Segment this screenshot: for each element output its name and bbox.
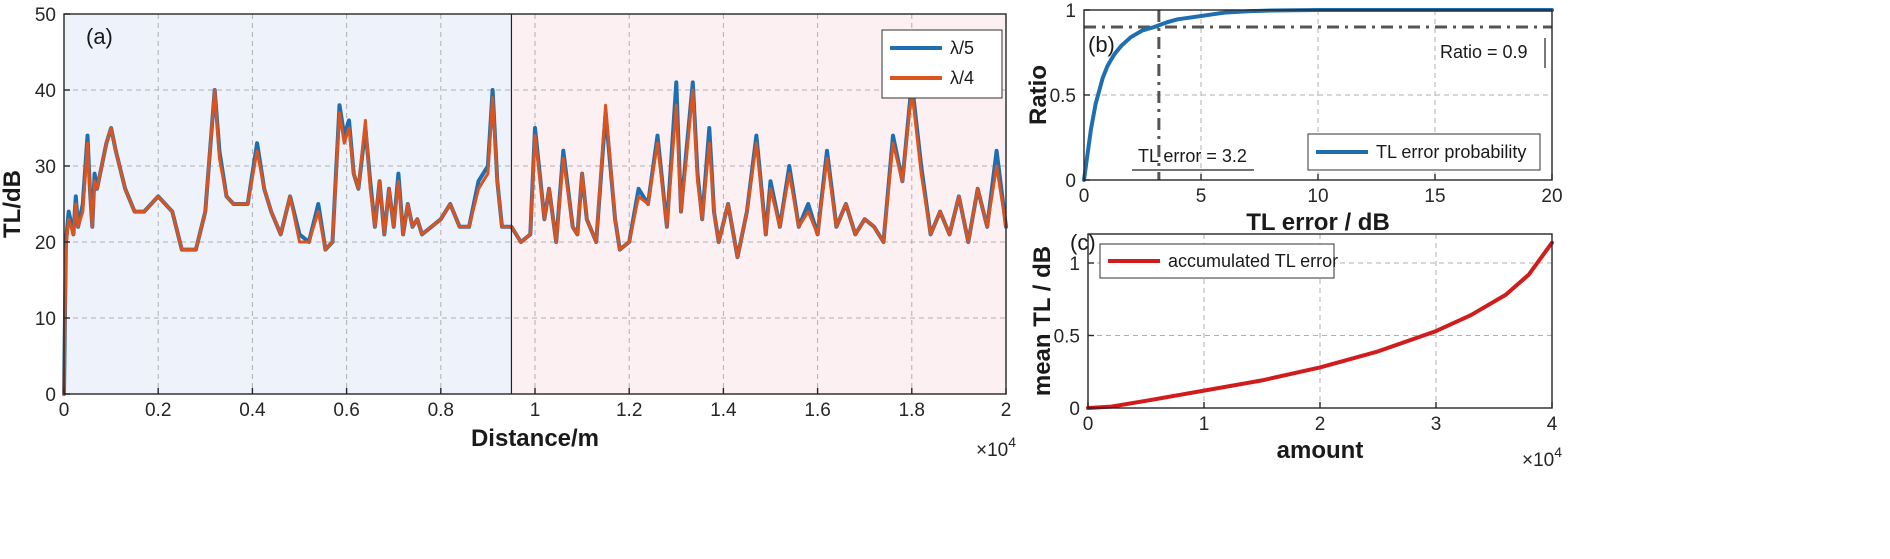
panel-b-x-tick-label: 15 (1424, 186, 1445, 207)
panel-c-y-tick-label: 1 (1069, 254, 1080, 275)
panel-c-legend-label: accumulated TL error (1168, 251, 1338, 271)
panel-b-y-tick-label: 0.5 (1050, 86, 1076, 107)
panel-a-legend-box (881, 29, 1003, 99)
panel-c-y-axis-title: mean TL / dB (1029, 246, 1056, 396)
panel-a-x-tick-label: 0.4 (239, 400, 266, 421)
panel-c-x-tick-label: 2 (1315, 414, 1326, 435)
panel-b-x-tick-label: 20 (1541, 186, 1562, 207)
panel-a-x-tick-label: 1.2 (616, 400, 642, 421)
panel-a-series-2-line (62, 88, 1008, 396)
panel-b-x-tick-label: 5 (1196, 186, 1207, 207)
panel-a-x-multiplier-exponent: 4 (1008, 434, 1016, 450)
panel-a-label: (a) (86, 24, 113, 49)
panel-b-x-tick-label: 10 (1307, 186, 1328, 207)
panel-a-series (62, 80, 1008, 396)
panel-a-legend: λ/5 λ/4 (881, 29, 1003, 99)
panel-a-y-tick-label: 10 (35, 309, 56, 330)
panel-b-label: (b) (1088, 32, 1115, 57)
panel-a-x-tick-label: 0.8 (428, 400, 454, 421)
panel-c-y-tick-label: 0.5 (1054, 327, 1080, 348)
panel-b-ticks: 0 5 10 15 20 0 0.5 1 (1050, 1, 1563, 207)
panel-a-x-tick-label: 2 (1001, 400, 1012, 421)
panel-a-y-tick-label: 30 (35, 157, 56, 178)
panel-b-threshold-lines (1084, 10, 1552, 180)
panel-b-y-tick-label: 1 (1065, 1, 1076, 22)
panel-b-error-ratio-plot: 0 5 10 15 20 0 0.5 1 (b) TL error / dB Ratio Ra… (1025, 1, 1563, 236)
panel-c-series-1-line (1086, 240, 1554, 410)
panel-a-x-tick-label: 1.6 (804, 400, 830, 421)
panel-a-legend-label: λ/4 (950, 68, 974, 88)
panel-b-x-axis-title: TL error / dB (1246, 209, 1390, 236)
panel-c-x-tick-label: 3 (1431, 414, 1442, 435)
panel-a-x-tick-label: 0.6 (333, 400, 359, 421)
panel-c-x-tick-label: 0 (1083, 414, 1094, 435)
panel-c-x-axis-title: amount (1277, 437, 1364, 464)
panel-a-x-axis-title: Distance/m (471, 425, 599, 452)
panel-c-x-tick-label: 4 (1547, 414, 1558, 435)
panel-a-y-axis-title: TL/dB (0, 170, 26, 238)
panel-a-x-multiplier-base: ×10 (976, 440, 1008, 461)
panel-b-y-axis-title: Ratio (1025, 65, 1052, 125)
panel-c-series (1086, 240, 1554, 410)
panel-c-accumulated-error-plot: 0 1 2 3 400.51 (c) amount mean TL / dB ×104 … (1029, 230, 1562, 471)
panel-b-y-tick-label: 0 (1065, 171, 1076, 192)
panel-c-x-multiplier: ×104 (1522, 444, 1562, 471)
panel-a-x-tick-label: 0 (59, 400, 70, 421)
panel-a-y-tick-label: 40 (35, 81, 56, 102)
panel-c-x-tick-label: 1 (1199, 414, 1210, 435)
panel-a-x-tick-label: 1.4 (710, 400, 737, 421)
panel-a-x-tick-label: 1.8 (899, 400, 925, 421)
panel-b-legend: TL error probability (1307, 133, 1541, 171)
panel-a-x-multiplier: ×104 (976, 434, 1016, 461)
panel-c-x-multiplier-exponent: 4 (1554, 444, 1562, 460)
panel-b-legend-label: TL error probability (1376, 142, 1526, 162)
panel-a-y-tick-label: 20 (35, 233, 56, 254)
panel-a-x-tick-label: 1 (530, 400, 541, 421)
panel-c-label: (c) (1070, 230, 1096, 255)
panel-a-legend-label: λ/5 (950, 38, 974, 58)
panel-b-annotation-marks (1132, 38, 1546, 171)
panel-b-error-annotation: TL error = 3.2 (1138, 146, 1247, 166)
panel-b-ratio-annotation: Ratio = 0.9 (1440, 42, 1528, 62)
panel-c-y-tick-label: 0 (1069, 399, 1080, 420)
panel-b-x-tick-label: 0 (1079, 186, 1090, 207)
panel-c-x-multiplier-base: ×10 (1522, 450, 1554, 471)
panel-a-y-tick-label: 50 (35, 5, 56, 26)
panel-a-x-tick-label: 0.2 (145, 400, 171, 421)
panel-c-legend: accumulated TL error (1099, 243, 1338, 279)
panel-a-y-tick-label: 0 (45, 385, 56, 406)
panel-c-ticks: 0 1 2 3 4 0 0.5 1 (1054, 254, 1558, 435)
